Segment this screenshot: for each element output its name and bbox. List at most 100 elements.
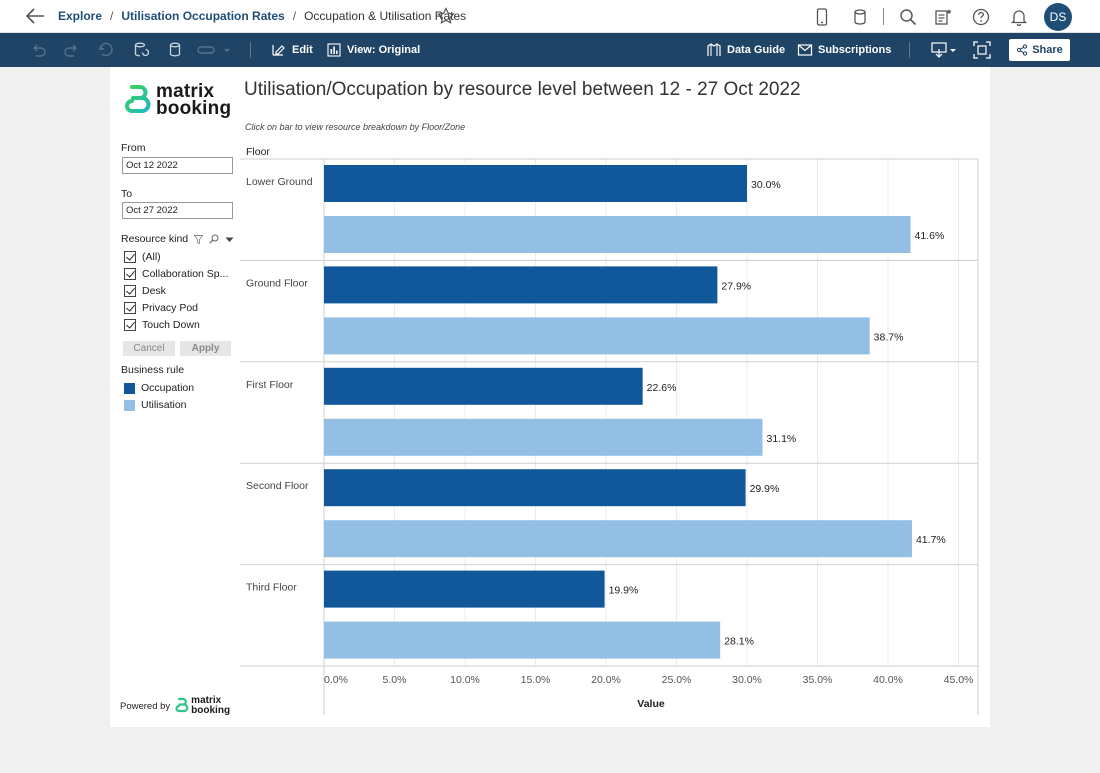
legend-swatch	[124, 382, 135, 394]
bar-data-label: 31.1%	[767, 433, 797, 445]
x-tick-label: 30.0%	[732, 674, 762, 686]
edit-button[interactable]: Edit	[271, 33, 313, 67]
bar-data-label: 41.7%	[916, 534, 946, 546]
legend-title: Business rule	[121, 364, 185, 376]
checkbox-checked[interactable]	[124, 251, 136, 263]
bar-occupation[interactable]	[324, 367, 643, 405]
checkbox-checked[interactable]	[124, 285, 136, 297]
mail-icon	[797, 44, 813, 56]
filter-option-desk[interactable]: Desk	[124, 284, 166, 298]
filter-option-label: Touch Down	[142, 319, 200, 331]
matrix-booking-logo-icon	[125, 85, 151, 113]
legend-swatch	[124, 399, 135, 411]
subscriptions-label: Subscriptions	[818, 44, 892, 56]
filter-option-label: Collaboration Sp...	[142, 268, 229, 280]
bar-occupation[interactable]	[324, 165, 747, 202]
matrix-booking-small-logo-icon	[175, 697, 189, 713]
x-tick-label: 10.0%	[450, 674, 480, 686]
bar-utilisation[interactable]	[324, 418, 763, 456]
bar-occupation[interactable]	[324, 469, 746, 507]
fullscreen-icon[interactable]	[972, 40, 992, 60]
edit-icon	[272, 45, 285, 56]
x-tick-label: 15.0%	[521, 674, 551, 686]
view-label: View: Original	[347, 44, 421, 56]
powered-logo-word-matrix: matrix	[191, 695, 222, 706]
to-date-input[interactable]	[122, 202, 233, 219]
checkbox-checked[interactable]	[124, 268, 136, 280]
filter-option-all[interactable]: (All)	[124, 250, 161, 264]
bar-occupation[interactable]	[324, 570, 605, 608]
category-label: Ground Floor	[246, 277, 308, 289]
legend-label: Occupation	[141, 382, 195, 394]
filter-option-privacy-pod[interactable]: Privacy Pod	[124, 301, 198, 315]
data-guide-label: Data Guide	[727, 44, 786, 56]
search-icon[interactable]	[898, 7, 918, 27]
checkbox-checked[interactable]	[124, 302, 136, 314]
filter-apply-button[interactable]: Apply	[180, 341, 231, 356]
data-source-icon[interactable]	[850, 7, 870, 27]
bar-data-label: 30.0%	[751, 179, 781, 191]
bar-chart-icon	[327, 43, 341, 57]
refresh-data-icon[interactable]	[131, 40, 151, 60]
legend-item-occupation[interactable]: Occupation	[124, 382, 194, 394]
bar-utilisation[interactable]	[324, 520, 912, 558]
revert-icon[interactable]	[96, 40, 116, 60]
user-avatar[interactable]: DS	[1044, 3, 1072, 31]
bar-data-label: 41.6%	[915, 230, 945, 242]
breadcrumb-current: Occupation & Utilisation Rates	[304, 9, 467, 23]
bar-occupation[interactable]	[324, 266, 718, 304]
undo-icon[interactable]	[28, 40, 48, 60]
pause-dropdown-icon[interactable]	[196, 40, 232, 60]
data-guide-button[interactable]: Data Guide	[706, 33, 785, 67]
filter-option-label: (All)	[142, 251, 161, 263]
share-button[interactable]: Share	[1009, 39, 1070, 61]
viz-toolbar: Edit View: Original Data Guide Subscript…	[0, 33, 1100, 67]
bar-utilisation[interactable]	[324, 317, 870, 355]
download-icon[interactable]	[930, 40, 958, 60]
legend-item-utilisation[interactable]: Utilisation	[124, 399, 187, 411]
filter-option-label: Privacy Pod	[142, 302, 199, 314]
bar-data-label: 27.9%	[721, 280, 751, 292]
redo-icon[interactable]	[62, 40, 82, 60]
bar-data-label: 22.6%	[647, 382, 677, 394]
notifications-bell-icon[interactable]	[1009, 7, 1029, 27]
x-axis-label: Value	[637, 698, 665, 710]
x-tick-label: 45.0%	[944, 674, 974, 686]
from-label: From	[121, 142, 146, 154]
mobile-device-icon[interactable]	[812, 7, 832, 27]
clear-filter-icon[interactable]	[194, 234, 204, 244]
data-guide-icon	[707, 43, 721, 56]
x-tick-label: 0.0%	[324, 674, 348, 686]
x-tick-label: 40.0%	[873, 674, 903, 686]
share-label: Share	[1032, 44, 1063, 56]
breadcrumb: Explore / Utilisation Occupation Rates /…	[58, 9, 467, 23]
filter-search-icon[interactable]	[209, 234, 219, 244]
bar-utilisation[interactable]	[324, 216, 911, 253]
x-tick-label: 35.0%	[803, 674, 833, 686]
category-label: Lower Ground	[246, 176, 313, 188]
view-original-button[interactable]: View: Original	[326, 33, 420, 67]
matrix-booking-logo: matrix booking	[124, 82, 234, 119]
from-date-input[interactable]	[122, 157, 233, 174]
x-tick-label: 5.0%	[383, 674, 407, 686]
filter-cancel-button[interactable]: Cancel	[123, 341, 175, 356]
x-tick-label: 25.0%	[662, 674, 692, 686]
recents-icon[interactable]	[933, 7, 953, 27]
breadcrumb-explore[interactable]: Explore	[58, 9, 103, 23]
resource-kind-label: Resource kind	[121, 233, 189, 245]
resource-kind-filter-header: Resource kind	[121, 233, 234, 245]
filter-menu-dropdown-icon[interactable]	[225, 235, 234, 244]
checkbox-checked[interactable]	[124, 319, 136, 331]
pause-updates-icon[interactable]	[165, 40, 185, 60]
breadcrumb-project[interactable]: Utilisation Occupation Rates	[121, 9, 285, 23]
favorite-star-icon[interactable]	[437, 7, 455, 25]
to-label: To	[121, 188, 133, 200]
top-navigation-bar: Explore / Utilisation Occupation Rates /…	[0, 0, 1100, 33]
back-arrow-icon[interactable]	[24, 6, 46, 26]
bar-utilisation[interactable]	[324, 621, 721, 659]
legend-label: Utilisation	[141, 399, 187, 411]
filter-option-collaboration[interactable]: Collaboration Sp...	[124, 267, 228, 281]
help-icon[interactable]	[971, 7, 991, 27]
subscriptions-button[interactable]: Subscriptions	[797, 33, 891, 67]
filter-option-touch-down[interactable]: Touch Down	[124, 318, 200, 332]
